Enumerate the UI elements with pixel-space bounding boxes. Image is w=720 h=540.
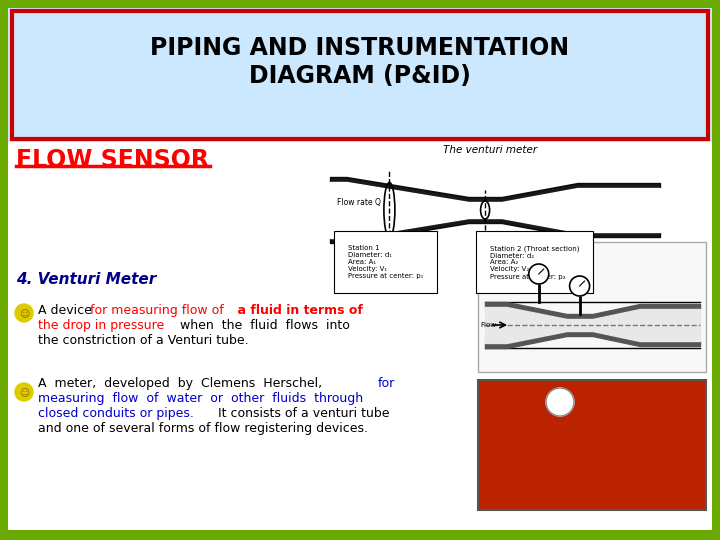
Text: Flow rate Q: Flow rate Q	[337, 198, 380, 206]
Circle shape	[15, 383, 33, 401]
Circle shape	[528, 264, 549, 284]
Text: A device: A device	[38, 304, 96, 317]
Text: the constriction of a Venturi tube.: the constriction of a Venturi tube.	[38, 334, 248, 347]
Text: A  meter,  developed  by  Clemens  Herschel,: A meter, developed by Clemens Herschel,	[38, 377, 330, 390]
Circle shape	[570, 276, 590, 296]
Text: closed conduits or pipes.: closed conduits or pipes.	[38, 407, 194, 420]
FancyBboxPatch shape	[8, 8, 712, 142]
Text: when  the  fluid  flows  into: when the fluid flows into	[176, 319, 350, 332]
Text: measuring  flow  of  water  or  other  fluids  through: measuring flow of water or other fluids …	[38, 392, 363, 405]
Text: Station 1
Diameter: d₁
Area: A₁
Velocity: V₁
Pressure at center: p₁: Station 1 Diameter: d₁ Area: A₁ Velocity…	[348, 245, 423, 279]
Text: The venturi meter: The venturi meter	[443, 145, 537, 155]
Text: and one of several forms of flow registering devices.: and one of several forms of flow registe…	[38, 422, 368, 435]
FancyBboxPatch shape	[0, 530, 720, 540]
Text: 4. Venturi Meter: 4. Venturi Meter	[16, 272, 156, 287]
FancyBboxPatch shape	[478, 242, 706, 372]
Text: ☺: ☺	[19, 308, 29, 318]
Text: PIPING AND INSTRUMENTATION: PIPING AND INSTRUMENTATION	[150, 36, 570, 60]
Text: Flow: Flow	[480, 322, 496, 328]
Text: DIAGRAM (P&ID): DIAGRAM (P&ID)	[249, 64, 471, 88]
Text: for: for	[378, 377, 395, 390]
Text: for measuring flow of: for measuring flow of	[90, 304, 224, 317]
Text: the drop in pressure: the drop in pressure	[38, 319, 164, 332]
Text: It consists of a venturi tube: It consists of a venturi tube	[210, 407, 390, 420]
Text: ☺: ☺	[19, 387, 29, 397]
Text: a fluid in terms of: a fluid in terms of	[220, 304, 363, 317]
Circle shape	[15, 304, 33, 322]
FancyBboxPatch shape	[8, 142, 712, 532]
Text: Station 2 (Throat section)
Diameter: d₂
Area: A₂
Velocity: V₂
Pressure at center: Station 2 (Throat section) Diameter: d₂ …	[490, 245, 580, 280]
FancyBboxPatch shape	[478, 380, 706, 510]
FancyBboxPatch shape	[12, 11, 708, 139]
Circle shape	[546, 388, 574, 416]
Text: FLOW SENSOR: FLOW SENSOR	[16, 148, 209, 172]
